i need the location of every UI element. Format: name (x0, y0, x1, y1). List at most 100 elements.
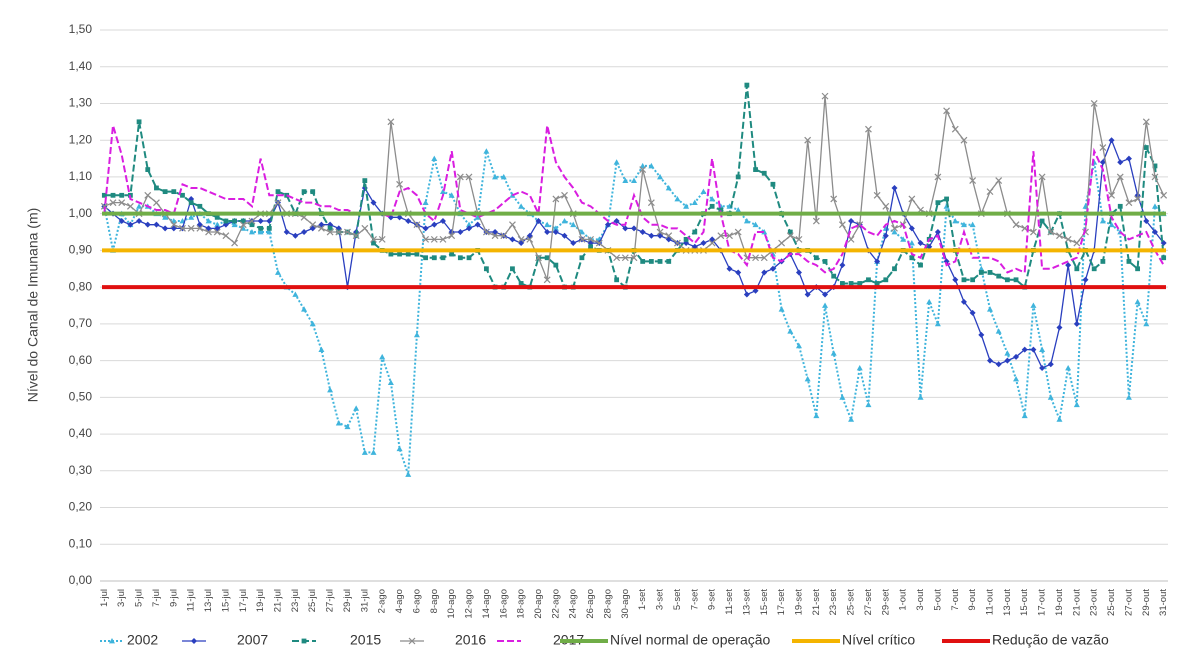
marker (118, 199, 126, 207)
marker (891, 224, 898, 232)
marker (500, 232, 508, 240)
marker (483, 266, 489, 272)
x-tick-label: 5-jul (134, 589, 145, 607)
marker (535, 254, 542, 262)
x-tick-label: 31-out (1158, 589, 1169, 616)
marker (301, 306, 308, 312)
marker (327, 386, 334, 393)
marker (248, 229, 255, 235)
marker (848, 218, 855, 225)
y-tick-label: 0,70 (69, 316, 93, 330)
marker (544, 255, 550, 261)
marker (760, 254, 768, 262)
marker (848, 281, 854, 286)
marker (483, 148, 490, 154)
marker (1100, 259, 1106, 264)
marker (1143, 145, 1149, 150)
x-tick-label: 9-jul (168, 589, 179, 607)
marker (423, 255, 429, 261)
marker (874, 258, 881, 265)
marker (162, 189, 168, 195)
marker (136, 119, 142, 125)
marker (726, 265, 733, 272)
marker (344, 228, 351, 236)
marker (1004, 357, 1011, 364)
marker (960, 298, 967, 305)
marker (1013, 277, 1019, 283)
marker (952, 276, 959, 283)
marker (144, 191, 152, 199)
marker (344, 423, 351, 430)
marker (795, 269, 802, 276)
marker (1047, 228, 1055, 236)
marker (153, 221, 160, 228)
y-tick-label: 1,40 (69, 59, 93, 73)
x-tick-label: 25-out (1106, 589, 1117, 616)
marker (978, 265, 985, 272)
marker (1143, 218, 1150, 225)
marker (631, 177, 637, 184)
marker (657, 173, 664, 180)
marker (396, 445, 403, 452)
marker (396, 214, 403, 221)
series-line (103, 125, 1165, 274)
marker (561, 218, 568, 224)
marker (414, 251, 420, 257)
marker (752, 221, 759, 228)
marker (482, 228, 490, 236)
marker (1013, 353, 1020, 360)
marker (110, 192, 116, 198)
marker (709, 195, 716, 202)
marker (743, 218, 750, 224)
marker (795, 342, 802, 349)
marker (518, 203, 525, 209)
marker (1142, 118, 1150, 126)
y-tick-label: 1,20 (69, 132, 93, 146)
y-tick-label: 1,10 (69, 169, 93, 183)
marker (439, 188, 446, 195)
legend-label: 2007 (237, 632, 268, 648)
marker (673, 239, 681, 247)
marker (326, 228, 334, 236)
marker (943, 203, 950, 209)
marker (197, 203, 203, 209)
marker (873, 191, 881, 199)
marker (292, 291, 299, 297)
x-tick-label: 17-set (776, 589, 787, 616)
marker (1099, 159, 1106, 166)
marker (900, 236, 907, 242)
x-tick-label: 17-jul (238, 589, 249, 612)
marker (317, 224, 325, 232)
marker (709, 203, 715, 209)
x-tick-label: 27-set (863, 589, 874, 616)
marker (448, 232, 456, 240)
marker (1151, 229, 1158, 236)
marker (405, 251, 411, 257)
marker (552, 229, 559, 236)
marker (969, 221, 976, 228)
x-tick-label: 15-out (1019, 589, 1030, 616)
marker (830, 350, 837, 356)
marker (170, 221, 178, 229)
x-tick-label: 19-out (1054, 589, 1065, 616)
x-tick-label: 21-jul (273, 589, 284, 612)
marker (986, 188, 994, 196)
marker (1151, 173, 1159, 181)
legend-label: Nível normal de operação (610, 632, 771, 648)
marker (431, 221, 438, 228)
marker (1117, 159, 1124, 166)
marker (500, 173, 507, 180)
marker (335, 228, 343, 236)
marker (683, 203, 690, 209)
marker (1143, 320, 1150, 327)
x-tick-label: 14-ago (481, 589, 492, 619)
marker (1030, 346, 1037, 353)
marker (1013, 375, 1020, 382)
marker (1029, 228, 1037, 236)
x-tick-label: 18-ago (516, 589, 527, 619)
marker (1161, 255, 1167, 261)
marker (413, 221, 421, 229)
marker (100, 202, 108, 210)
marker (631, 225, 637, 232)
